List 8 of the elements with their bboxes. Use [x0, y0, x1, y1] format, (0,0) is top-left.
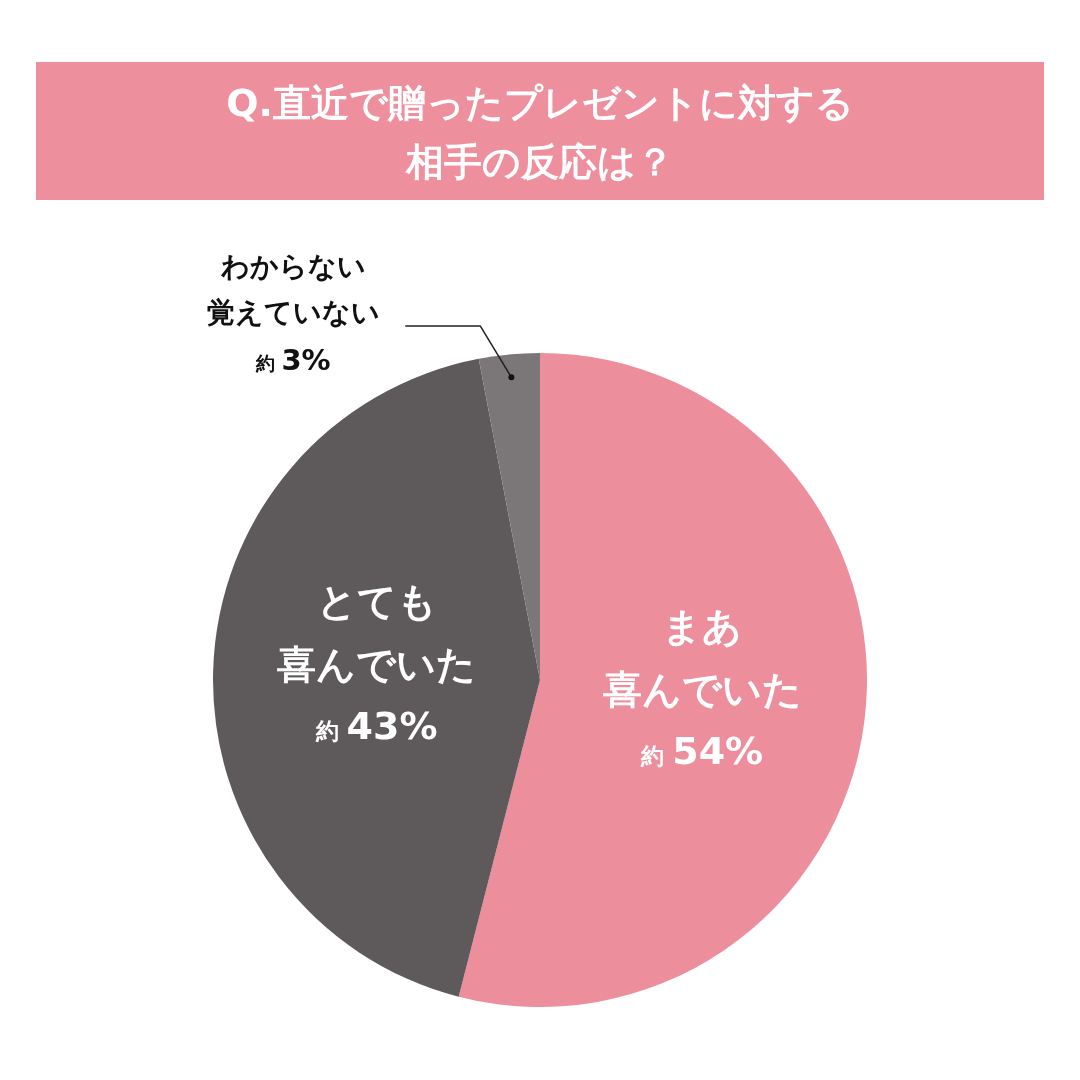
slice-label: とても喜んでいた	[277, 578, 477, 687]
slice-label: わからない覚えていない	[206, 249, 380, 329]
pie-slice	[478, 353, 540, 680]
chart-title: Q.直近で贈ったプレゼントに対する相手の反応は？	[226, 81, 854, 184]
data-label: 約 43%	[314, 703, 438, 748]
data-label: 約 54%	[640, 729, 764, 774]
data-label: 約 3%	[254, 342, 331, 377]
slice-label: まあ喜んでいた	[602, 604, 802, 713]
